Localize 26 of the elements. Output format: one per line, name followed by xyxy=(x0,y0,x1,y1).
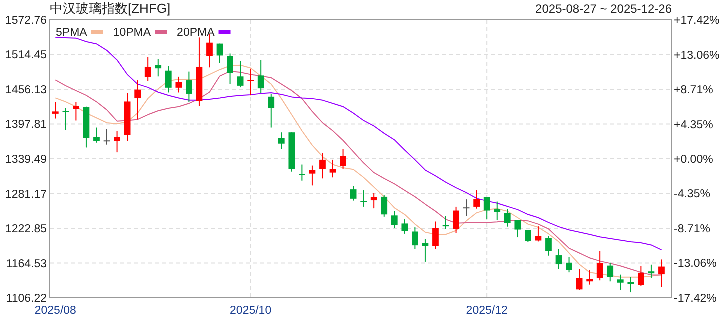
title: 中汉玻璃指数[ZHFG] xyxy=(50,1,171,16)
y2tick: -4.35% xyxy=(674,188,710,201)
y2tick: +13.06% xyxy=(674,50,720,62)
y2tick: +4.35% xyxy=(674,119,714,132)
ytick: 1572.76 xyxy=(5,15,47,27)
y2tick: -8.71% xyxy=(674,224,710,236)
ytick: 1397.81 xyxy=(5,119,47,132)
legend: 10PMA xyxy=(113,27,152,39)
y2tick: -17.42% xyxy=(674,293,717,305)
y2tick: -13.06% xyxy=(674,258,717,270)
y2tick: +17.42% xyxy=(674,15,720,27)
y2tick: +0.00% xyxy=(674,154,714,166)
ytick: 1222.85 xyxy=(5,224,47,236)
ytick: 1514.45 xyxy=(5,50,47,62)
xtick: 2025/08 xyxy=(34,305,76,317)
ytick: 1339.49 xyxy=(5,154,47,166)
legend: 20PMA xyxy=(177,27,215,39)
ytick: 1281.17 xyxy=(5,188,47,201)
xtick: 2025/12 xyxy=(466,305,508,317)
ytick: 1106.22 xyxy=(6,293,47,305)
y2tick: +8.71% xyxy=(674,84,714,96)
xtick: 2025/10 xyxy=(230,305,272,317)
ytick: 1164.53 xyxy=(6,258,47,270)
subtitle: 2025-08-27 ~ 2025-12-26 xyxy=(536,2,672,16)
legend: 5PMA xyxy=(56,27,88,39)
ytick: 1456.13 xyxy=(5,84,47,96)
